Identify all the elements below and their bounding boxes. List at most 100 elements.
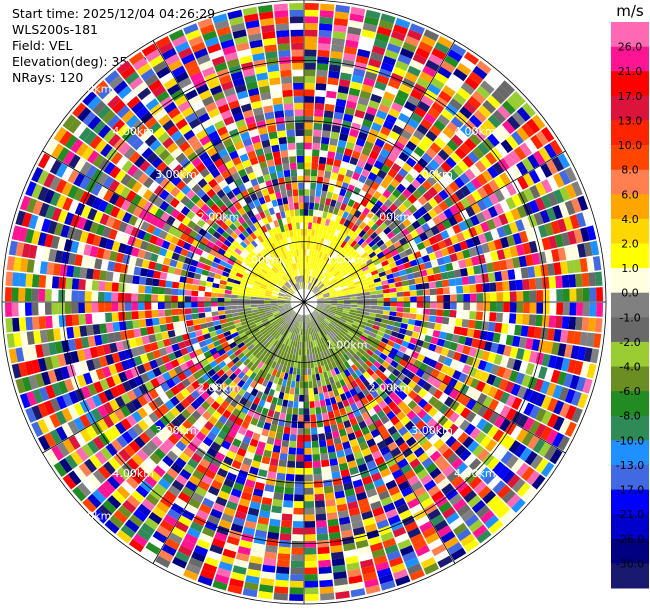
noise-gate: [309, 394, 315, 402]
noise-gate: [269, 458, 279, 466]
noise-gate: [379, 204, 389, 213]
noise-gate: [171, 315, 180, 323]
noise-gate: [333, 18, 348, 27]
noise-gate: [482, 283, 490, 293]
noise-gate: [361, 147, 372, 157]
noise-gate: [463, 302, 471, 311]
valid-velocity-gate: [311, 285, 317, 292]
noise-gate: [434, 137, 446, 149]
noise-gate: [489, 292, 497, 302]
valid-velocity-gate: [341, 285, 349, 290]
noise-gate: [315, 506, 326, 515]
noise-gate: [391, 101, 403, 113]
noise-gate: [361, 168, 370, 178]
noise-gate: [281, 513, 293, 521]
noise-gate: [443, 302, 451, 310]
valid-velocity-gate: [320, 217, 327, 225]
noise-gate: [535, 314, 543, 327]
noise-gate: [304, 89, 315, 97]
noise-gate: [441, 108, 454, 121]
noise-gate: [278, 546, 291, 555]
noise-gate: [582, 210, 593, 226]
noise-gate: [528, 169, 541, 184]
noise-gate: [171, 281, 180, 289]
noise-gate: [379, 222, 388, 231]
noise-gate: [393, 208, 403, 218]
valid-velocity-gate: [367, 279, 375, 285]
noise-gate: [132, 275, 140, 285]
noise-gate: [328, 70, 340, 79]
valid-velocity-gate: [375, 263, 383, 270]
noise-gate: [443, 255, 452, 264]
noise-gate: [382, 142, 394, 153]
valid-velocity-gate: [328, 233, 334, 242]
valid-velocity-gate: [348, 269, 356, 276]
noise-gate: [544, 222, 555, 236]
noise-gate: [542, 289, 550, 302]
noise-gate: [105, 271, 114, 282]
noise-gate: [516, 161, 529, 176]
noise-gate: [577, 195, 589, 211]
noise-gate: [285, 413, 292, 421]
noise-gate: [111, 312, 119, 322]
noise-gate: [131, 284, 139, 293]
noise-gate: [383, 226, 392, 235]
noise-gate: [404, 35, 420, 47]
noise-gate: [496, 302, 504, 312]
noise-gate: [502, 120, 516, 135]
valid-velocity-gate: [230, 298, 238, 302]
noise-gate: [477, 233, 488, 244]
noise-gate: [157, 302, 165, 310]
noise-gate: [217, 302, 225, 307]
noise-gate: [316, 216, 322, 224]
noise-gate: [388, 130, 400, 141]
noise-gate: [316, 520, 327, 528]
noise-gate: [91, 313, 100, 324]
noise-gate: [441, 279, 450, 288]
noise-gate: [486, 218, 497, 231]
noise-gate: [426, 267, 434, 276]
noise-gate: [387, 257, 395, 264]
valid-velocity-gate: [326, 212, 333, 220]
noise-gate: [371, 45, 386, 56]
noise-gate: [304, 394, 309, 402]
noise-gate: [333, 111, 344, 120]
noise-gate: [373, 190, 382, 200]
noise-gate: [387, 193, 398, 203]
valid-velocity-gate: [224, 302, 231, 306]
noise-gate: [312, 142, 321, 150]
noise-gate: [449, 310, 457, 318]
noise-gate: [171, 308, 179, 316]
noise-gate: [383, 302, 391, 307]
valid-velocity-gate: [314, 229, 319, 237]
noise-gate: [521, 216, 532, 230]
noise-gate: [390, 146, 402, 157]
noise-gate: [204, 291, 212, 297]
noise-gate: [304, 62, 316, 70]
noise-gate: [298, 401, 304, 409]
noise-gate: [402, 146, 413, 157]
noise-gate: [516, 107, 531, 122]
noise-gate: [364, 71, 378, 81]
valid-velocity-gate: [335, 272, 342, 279]
noise-gate: [536, 302, 544, 314]
instrument-label: WLS200s-181: [12, 22, 98, 37]
noise-gate: [438, 200, 449, 212]
noise-gate: [415, 314, 423, 321]
noise-gate: [375, 32, 390, 43]
noise-gate: [413, 235, 423, 245]
noise-gate: [438, 132, 451, 144]
noise-gate: [430, 302, 437, 309]
valid-velocity-gate: [323, 269, 329, 277]
noise-gate: [275, 432, 283, 440]
noise-gate: [468, 275, 476, 285]
noise-gate: [31, 302, 39, 316]
noise-gate: [393, 217, 402, 227]
noise-gate: [510, 165, 523, 179]
noise-gate: [336, 146, 345, 155]
noise-gate: [442, 219, 452, 230]
noise-gate: [290, 427, 298, 435]
noise-gate: [568, 274, 576, 288]
noise-gate: [398, 237, 408, 246]
noise-gate: [5, 287, 12, 302]
